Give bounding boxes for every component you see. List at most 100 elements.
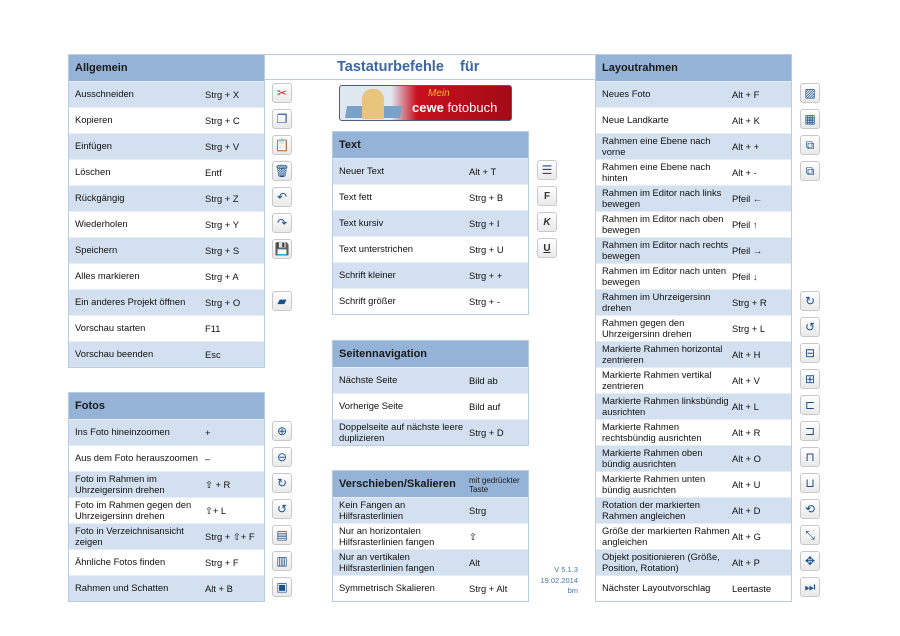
shortcut-action: Ein anderes Projekt öffnen (75, 296, 186, 308)
table-header: Fotos (69, 393, 264, 419)
shortcut-key: Leertaste (732, 583, 772, 594)
shortcut-action: Neues Foto (602, 88, 651, 100)
shortcut-key: Esc (205, 349, 221, 360)
table-row: Vorschau starten F11 (69, 315, 264, 341)
table-allgemein: Allgemein Ausschneiden Strg + X Kopieren Str… (68, 54, 265, 368)
align-top-icon: ⊓ (800, 447, 820, 467)
shortcut-action: Ausschneiden (75, 88, 134, 100)
table-row: Nächste Seite Bild ab (333, 367, 528, 393)
shortcut-key: Alt + - (732, 167, 757, 178)
shortcut-action: Nur an horizontalen Hilfsrasterlinien fa… (339, 525, 435, 547)
shortcut-key: Strg + I (469, 218, 500, 229)
shortcut-key: Strg + A (205, 271, 239, 282)
table-row: Vorschau beenden Esc (69, 341, 264, 367)
shortcut-key: Strg (469, 505, 487, 516)
shortcut-key: Strg + R (732, 297, 767, 308)
table-row: Rahmen im Editor nach links bewegen Pfeil… (596, 185, 791, 211)
table-verschieben: Verschieben/Skalieren mit gedrückter Tast… (332, 470, 529, 602)
version-author: bm (567, 586, 578, 595)
shortcut-action: Rahmen im Editor nach oben bewegen (602, 213, 724, 235)
shortcut-key: Strg + Alt (469, 583, 508, 594)
shortcut-key: Alt + U (732, 479, 761, 490)
table-row: Rahmen im Editor nach rechts bewegen Pfei… (596, 237, 791, 263)
shortcut-key: Pfeil ↓ (732, 271, 758, 282)
cewe-fotobuch-logo: Mein cewe fotobuch (339, 85, 512, 121)
version-info: V 5.1.3 19.02.2014 bm (536, 565, 578, 597)
shortcut-key: Alt + G (732, 531, 761, 542)
shortcut-action: Vorschau starten (75, 322, 146, 334)
table-row: Doppelseite auf nächste leere dupliziere… (333, 419, 528, 445)
shortcut-key: Strg + - (469, 296, 500, 307)
shortcut-action: Rahmen eine Ebene nach vorne (602, 135, 711, 157)
table-row: Objekt positionieren (Größe, Position, R… (596, 549, 791, 575)
version-date: 19.02.2014 (540, 575, 578, 585)
shortcut-action: Markierte Rahmen rechtsbündig ausrichten (602, 421, 702, 443)
shortcut-action: Foto in Verzeichnisansicht zeigen (75, 525, 184, 547)
shortcut-action: Markierte Rahmen linksbündig ausrichten (602, 395, 729, 417)
table-layoutrahmen: Layoutrahmen Neues Foto Alt + F Neue Landka… (595, 54, 792, 602)
rotate-ccw-icon: ↺ (800, 317, 820, 337)
shortcut-key: Strg + B (469, 192, 504, 203)
shortcut-action: Rückgängig (75, 192, 125, 204)
shortcut-action: Rahmen eine Ebene nach hinten (602, 161, 711, 183)
table-row: Foto im Rahmen im Uhrzeigersinn drehen ⇧ … (69, 471, 264, 497)
table-row: Speichern Strg + S (69, 237, 264, 263)
shortcut-key: Strg + X (205, 89, 240, 100)
copy-icon: ❐ (272, 109, 292, 129)
table-seitennavigation: Seitennavigation Nächste Seite Bild ab Vorh… (332, 340, 529, 446)
shortcut-action: Löschen (75, 166, 111, 178)
shortcut-key: Entf (205, 167, 222, 178)
align-bottom-icon: ⊔ (800, 473, 820, 493)
page-title: Tastaturbefehle für (337, 59, 480, 75)
shortcut-action: Markierte Rahmen vertikal zentrieren (602, 369, 712, 391)
frame-shadow-icon: ▣ (272, 577, 292, 597)
table-row: Rotation der markierten Rahmen angleiche… (596, 497, 791, 523)
match-rotation-icon: ⟲ (800, 499, 820, 519)
table-row: Vorherige Seite Bild auf (333, 393, 528, 419)
table-title: Fotos (75, 400, 105, 412)
shortcut-key: Pfeil ↑ (732, 219, 758, 230)
shortcut-key: Strg + Y (205, 219, 239, 230)
center-horizontal-icon: ⊟ (800, 343, 820, 363)
table-row: Rahmen und Schatten Alt + B (69, 575, 264, 601)
bring-forward-icon: ⧉ (800, 135, 820, 155)
table-row: Nur an horizontalen Hilfsrasterlinien fa… (333, 523, 528, 549)
version-number: V 5.1.3 (554, 565, 578, 574)
shortcut-key: Strg + S (205, 245, 240, 256)
new-photo-icon: ▨ (800, 83, 820, 103)
table-row: Rahmen gegen den Uhrzeigersinn drehen Str… (596, 315, 791, 341)
shortcut-key: Strg + C (205, 115, 240, 126)
table-row: Symmetrisch Skalieren Strg + Alt (333, 575, 528, 601)
bold-icon: F (537, 186, 557, 206)
table-row: Rahmen im Uhrzeigersinn drehen Strg + R (596, 289, 791, 315)
shortcut-key: ⇧ + R (205, 478, 231, 490)
shortcut-key: Alt + F (732, 89, 760, 100)
person-image (362, 89, 384, 119)
shortcut-action: Vorschau beenden (75, 348, 154, 360)
shortcut-action: Rahmen im Editor nach rechts bewegen (602, 239, 729, 261)
shortcut-key: Pfeil → (732, 245, 763, 256)
rotate-ccw-icon: ↺ (272, 499, 292, 519)
shortcut-key: Pfeil ← (732, 193, 763, 204)
table-title: Allgemein (75, 62, 128, 74)
table-header: Seitennavigation (333, 341, 528, 367)
table-title: Layoutrahmen (602, 62, 678, 74)
table-text: Text Neuer Text Alt + T Text fett Strg + B Te… (332, 131, 529, 315)
table-row: Text fett Strg + B (333, 184, 528, 210)
shortcut-key: ⇧ (469, 530, 477, 542)
shortcut-action: Nur an vertikalen Hilfsrasterlinien fang… (339, 551, 435, 573)
shortcut-action: Foto im Rahmen im Uhrzeigersinn drehen (75, 473, 165, 495)
table-row: Rahmen eine Ebene nach vorne Alt + + (596, 133, 791, 159)
next-layout-icon: ⏭ (800, 577, 820, 597)
table-title: Verschieben/Skalieren (339, 478, 456, 490)
shortcut-key: Bild ab (469, 375, 498, 386)
table-row: Text kursiv Strg + I (333, 210, 528, 236)
shortcut-action: Kein Fangen an Hilfsrasterlinien (339, 499, 406, 521)
shortcut-action: Foto im Rahmen gegen den Uhrzeigersinn d… (75, 499, 192, 521)
shortcut-action: Rahmen im Uhrzeigersinn drehen (602, 291, 711, 313)
shortcut-key: Alt + + (732, 141, 760, 152)
shortcut-key: Alt + R (732, 427, 761, 438)
new-map-icon: ▦ (800, 109, 820, 129)
table-row: Markierte Rahmen linksbündig ausrichten A… (596, 393, 791, 419)
shortcut-action: Neuer Text (339, 165, 385, 177)
